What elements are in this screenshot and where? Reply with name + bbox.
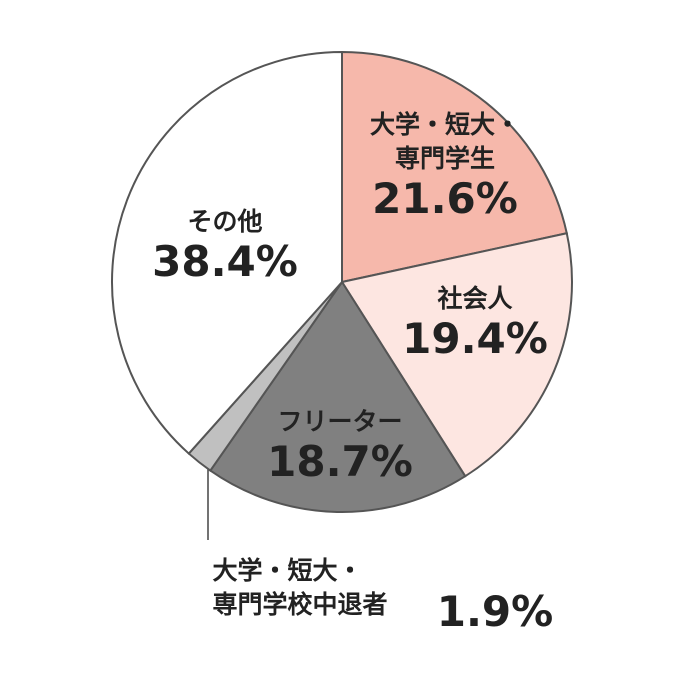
value-label: 38.4% (152, 237, 298, 286)
value-label: 19.4% (402, 314, 548, 363)
pie-slice (341, 50, 568, 284)
slice-label: 社会人 19.4% (402, 282, 548, 362)
category-label: 社会人 (437, 284, 513, 313)
category-label: その他 (187, 207, 263, 236)
pie-slice (111, 50, 343, 455)
value-label: 18.7% (267, 437, 413, 486)
value-label: 21.6% (372, 174, 518, 223)
category-label: 大学・短大・ 専門学校中退者 (212, 556, 388, 619)
slice-label: 大学・短大・ 専門学生 21.6% (370, 108, 520, 222)
category-label: 大学・短大・ 専門学生 (369, 110, 521, 173)
slice-label: フリーター 18.7% (267, 405, 413, 485)
pie-slice (340, 232, 573, 478)
pie-slice (208, 280, 467, 513)
category-label: フリーター (277, 407, 403, 436)
slice-label: その他 38.4% (152, 205, 298, 285)
value-label: 1.9% (436, 587, 554, 636)
